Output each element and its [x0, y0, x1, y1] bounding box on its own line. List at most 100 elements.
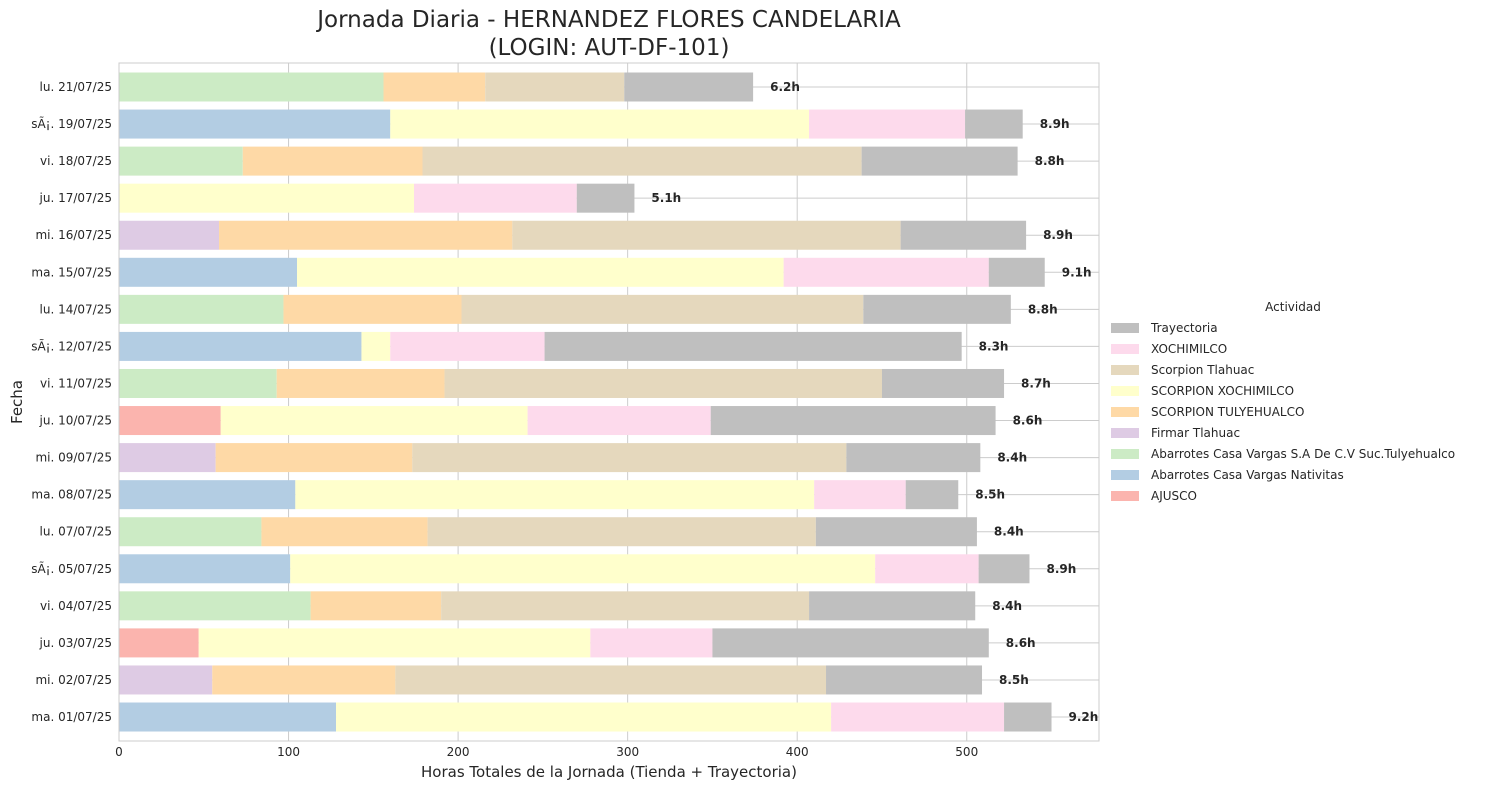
bar-segment [220, 406, 528, 436]
bar-segment [590, 628, 713, 658]
bar-segment [624, 72, 754, 102]
bar-total-label: 8.5h [975, 488, 1005, 502]
y-tick-label: ma. 08/07/25 [31, 488, 112, 502]
x-tick-label: 0 [115, 745, 123, 759]
bar-segment [119, 220, 220, 250]
x-tick-label: 400 [786, 745, 809, 759]
bar-segment [119, 480, 296, 510]
bar-segment [900, 220, 1027, 250]
bar-segment [512, 220, 901, 250]
legend-swatch [1111, 428, 1139, 438]
bar-segment [219, 220, 513, 250]
y-tick-label: vi. 04/07/25 [40, 599, 112, 613]
y-tick-label: mi. 16/07/25 [35, 228, 112, 242]
bar-total-label: 8.4h [992, 599, 1022, 613]
bar-total-label: 8.6h [1006, 636, 1036, 650]
bar-segment [276, 368, 445, 398]
y-tick-label: mi. 02/07/25 [35, 673, 112, 687]
bar-segment [119, 443, 216, 473]
bar-segment [809, 109, 966, 139]
bar-segment [846, 443, 981, 473]
bar-total-label: 8.6h [1013, 414, 1043, 428]
bar-total-label: 9.2h [1069, 710, 1099, 724]
bar-segment [485, 72, 625, 102]
bar-segment [1004, 702, 1052, 732]
bar-segment [831, 702, 1005, 732]
legend-title: Actividad [1265, 300, 1321, 314]
y-tick-label: ma. 15/07/25 [31, 265, 112, 279]
bar-segment [414, 183, 577, 213]
legend-entry-label: Scorpion Tlahuac [1151, 363, 1254, 377]
y-tick-label: ju. 10/07/25 [39, 414, 112, 428]
y-tick-label: sÃ¡. 05/07/25 [31, 561, 112, 576]
bar-segment [881, 368, 1005, 398]
legend-swatch [1111, 407, 1139, 417]
bar-segment [861, 146, 1018, 176]
bar-segment [965, 109, 1023, 139]
bar-total-label: 8.9h [1043, 228, 1073, 242]
bar-segment [444, 368, 882, 398]
bar-segment [119, 406, 221, 436]
bar-segment [978, 554, 1030, 584]
legend-entry-label: SCORPION TULYEHUALCO [1151, 405, 1304, 419]
y-tick-label: ma. 01/07/25 [31, 710, 112, 724]
legend-swatch [1111, 386, 1139, 396]
bar-segment [441, 591, 810, 621]
bar-segment [710, 406, 996, 436]
legend-entry-label: Firmar Tlahuac [1151, 426, 1240, 440]
legend-entry-label: XOCHIMILCO [1151, 342, 1227, 356]
chart-title: Jornada Diaria - HERNANDEZ FLORES CANDEL… [315, 7, 901, 33]
bar-segment [988, 257, 1045, 287]
legend-swatch [1111, 344, 1139, 354]
y-tick-label: lu. 14/07/25 [40, 302, 112, 316]
bar-segment [390, 109, 810, 139]
bar-segment [814, 480, 906, 510]
bar-segment [119, 591, 311, 621]
x-tick-label: 100 [277, 745, 300, 759]
bar-total-label: 8.8h [1035, 154, 1065, 168]
bar-segment [361, 331, 391, 361]
y-tick-label: sÃ¡. 19/07/25 [31, 116, 112, 131]
bar-segment [242, 146, 423, 176]
bar-total-label: 6.2h [770, 80, 800, 94]
bar-segment [427, 517, 816, 547]
bar-segment [875, 554, 979, 584]
legend-swatch [1111, 449, 1139, 459]
bar-segment [395, 665, 827, 695]
bar-segment [290, 554, 876, 584]
bar-segment [826, 665, 983, 695]
bar-total-label: 5.1h [651, 191, 681, 205]
bar-segment [119, 665, 213, 695]
legend-swatch [1111, 365, 1139, 375]
bar-segment [215, 443, 413, 473]
y-tick-label: ju. 17/07/25 [39, 191, 112, 205]
bar-segment [905, 480, 959, 510]
bar-segment [119, 183, 415, 213]
bar-segment [527, 406, 711, 436]
bar-segment [863, 294, 1011, 324]
bar-segment [712, 628, 989, 658]
legend-swatch [1111, 470, 1139, 480]
bar-segment [295, 480, 815, 510]
totals-group: 6.2h 8.9h 8.8h 5.1h 8.9h 9.1h 8.8h 8.3h 8.7h 8.6h… [651, 80, 1098, 724]
bar-total-label: 8.4h [994, 525, 1024, 539]
y-tick-labels: lu. 21/07/25 sÃ¡. 19/07/25 vi. 18/07/25 ju.… [31, 80, 112, 724]
bar-total-label: 8.9h [1046, 562, 1076, 576]
bar-segment [119, 517, 262, 547]
x-tick-label: 300 [616, 745, 639, 759]
bar-segment [815, 517, 977, 547]
bar-segment [783, 257, 989, 287]
x-tick-label: 200 [447, 745, 470, 759]
bar-segment [119, 554, 291, 584]
bar-segment [461, 294, 864, 324]
bar-total-label: 8.3h [979, 339, 1009, 353]
bar-segment [198, 628, 591, 658]
bar-total-label: 8.8h [1028, 302, 1058, 316]
bar-segment [809, 591, 976, 621]
legend-entry-label: AJUSCO [1151, 489, 1197, 503]
bar-total-label: 8.7h [1021, 376, 1051, 390]
x-tick-label: 500 [955, 745, 978, 759]
bar-segment [119, 146, 243, 176]
